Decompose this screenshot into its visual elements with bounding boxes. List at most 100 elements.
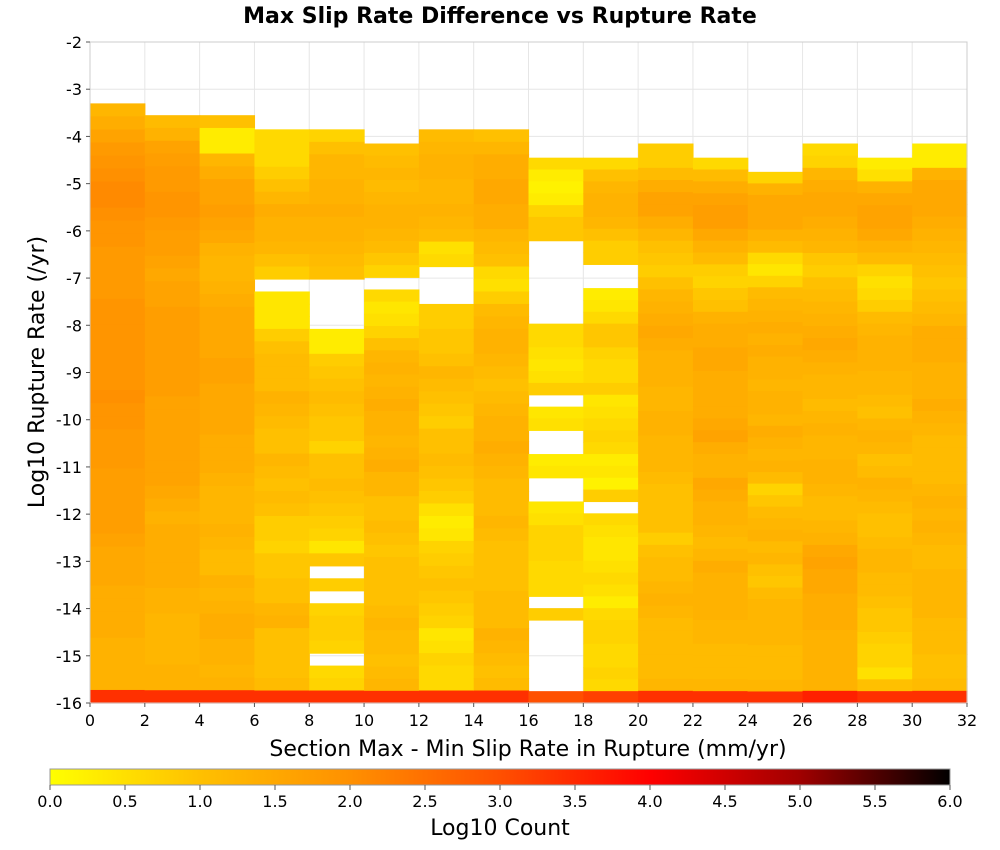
heatmap-cell [199,140,256,155]
heatmap-cell [802,374,858,388]
heatmap-cell [309,553,365,567]
heatmap-cell [473,353,530,367]
heatmap-cell [528,418,584,431]
heatmap-cell [254,528,310,542]
heatmap-cell [199,613,256,627]
heatmap-cell [528,359,584,372]
heatmap-cell [857,430,913,443]
heatmap-cell [199,485,256,500]
heatmap-cell [692,465,749,479]
heatmap-cell [418,241,475,255]
heatmap-cell [583,489,639,503]
heatmap-cell [638,143,694,157]
heatmap-cell [802,447,858,461]
heatmap-cell [802,690,858,704]
heatmap-cell [638,532,694,546]
heatmap-cell [747,414,804,427]
heatmap-cell [638,423,694,437]
heatmap-cell [912,301,968,315]
heatmap-cell [309,341,365,355]
heatmap-cell [364,690,420,704]
heatmap-cell [473,478,530,492]
heatmap-cell [144,345,201,359]
heatmap-cell [90,364,146,378]
heatmap-cell [418,204,475,218]
heatmap-cell [309,453,365,467]
heatmap-cell [473,278,530,293]
colorbar-tick-label: 2.0 [337,792,362,811]
heatmap-cell [638,155,694,169]
heatmap-cell [747,252,804,265]
heatmap-cell [418,453,475,467]
heatmap-cell [638,277,694,291]
heatmap-cell [144,255,201,270]
heatmap-cell [309,403,365,417]
heatmap-cell [638,265,694,278]
heatmap-cell [473,204,530,218]
heatmap-cell [528,513,584,526]
heatmap-cell [473,628,530,642]
heatmap-cell [692,454,749,467]
heatmap-cell [254,565,310,579]
heatmap-cell [638,617,694,631]
x-tick-label: 18 [573,711,593,730]
heatmap-cell [692,560,749,574]
heatmap-cell [473,466,530,480]
heatmap-cell [692,157,749,171]
heatmap-cell [747,345,804,358]
heatmap-cell [473,179,530,193]
heatmap-cell [857,252,913,265]
heatmap-cell [802,557,858,570]
heatmap-cell [199,153,256,167]
heatmap-cell [199,383,256,397]
heatmap-cell [473,553,530,567]
heatmap-cell [912,544,968,558]
heatmap-cell [802,252,858,266]
heatmap-cell [692,169,749,182]
heatmap-cell [638,435,694,449]
heatmap-cell [199,421,256,436]
heatmap-cell [473,665,530,679]
heatmap-cell [364,447,420,461]
heatmap-cell [638,179,694,193]
heatmap-cell [747,460,804,473]
heatmap-cell [199,626,256,640]
heatmap-cell [692,501,749,514]
heatmap-cell [857,276,913,289]
heatmap-cell [857,288,913,301]
heatmap-cell [747,622,804,635]
heatmap-cell [802,508,858,522]
heatmap-cell [418,678,475,692]
heatmap-cell [802,581,858,595]
heatmap-cell [418,191,475,205]
heatmap-cell [857,382,913,396]
heatmap-cell [418,590,475,604]
heatmap-cell [528,560,584,574]
heatmap-cell [144,613,201,627]
heatmap-cell [583,228,639,242]
heatmap-cell [638,204,694,218]
heatmap-cell [254,353,310,367]
heatmap-cell [418,578,475,592]
heatmap-cell [583,643,639,657]
heatmap-cell [638,350,694,364]
heatmap-cell [364,617,420,631]
heatmap-cell [747,575,804,589]
heatmap-cell [857,371,913,384]
heatmap-cell [857,394,913,408]
heatmap-cell [638,593,694,607]
heatmap-cell [473,490,530,505]
heatmap-cell [912,605,968,619]
heatmap-cell [857,406,913,420]
heatmap-cell [583,216,639,230]
heatmap-cell [144,460,201,474]
heatmap-cell [144,677,201,691]
heatmap-cell [254,229,310,243]
heatmap-cell [473,690,530,704]
heatmap-cell [912,678,968,692]
x-tick-label: 32 [957,711,977,730]
heatmap-cell [364,216,420,230]
x-tick-label: 12 [409,711,429,730]
heatmap-cell [583,667,639,680]
heatmap-cell [912,167,968,181]
